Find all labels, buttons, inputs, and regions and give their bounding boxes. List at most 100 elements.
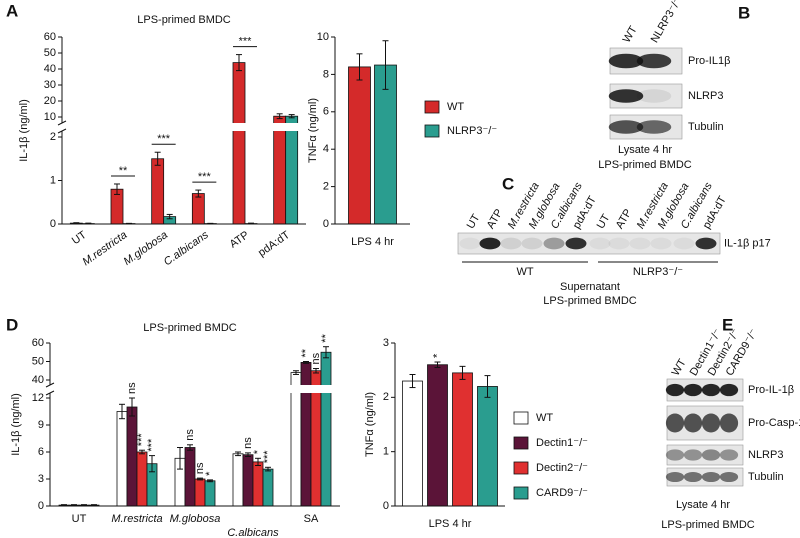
bar [184,447,196,507]
error-bar [276,113,283,120]
blot-band [665,471,685,483]
error-bar [356,53,363,81]
blot-band [521,237,543,250]
y-tick-label: 20 [44,95,56,107]
lane-label: WT [621,24,640,45]
bar [402,380,423,507]
error-bar [139,449,145,455]
group-label: NLRP3⁻/⁻ [633,266,683,278]
y-tick-label: 3 [383,337,389,349]
blot-band [683,449,703,461]
blot-band [479,237,501,250]
blot-band [719,471,739,483]
legend-swatch [424,100,440,114]
blot-band [608,89,644,103]
y-tick-label: 0 [38,500,44,512]
blot-band [608,237,630,250]
y-tick-label: 1 [383,446,389,458]
y-tick-label: 6 [323,106,329,118]
significance-label: *** [262,450,274,464]
significance-label: * [252,449,264,454]
legend-label: WT [447,101,464,113]
y-tick-label: 3 [38,473,44,485]
bar [232,453,244,507]
lane-label: ATP [485,207,506,231]
error-bar [293,370,299,375]
break-mark [45,382,55,388]
error-bar [195,189,202,198]
y-tick-label: 30 [44,79,56,91]
y-tick-label: 1 [50,174,56,186]
y-tick-label: 6 [38,446,44,458]
x-tick-label: LPS 4 hr [351,236,394,248]
blot-band [701,413,721,433]
x-tick-label: SA [304,513,319,525]
error-bar [166,213,173,220]
lane-label: UT [465,212,483,231]
error-bar [149,455,155,473]
bar [452,372,473,507]
significance-label: ns [126,382,138,394]
row-label: Pro-IL-1β [748,384,794,396]
bar [273,115,287,225]
bar [191,193,205,225]
error-bar [265,466,271,472]
row-label: NLRP3 [748,449,783,461]
error-bar [236,54,242,72]
error-bar [434,361,441,368]
error-bar [81,504,87,507]
blot-band [665,383,685,397]
bar [136,451,148,507]
significance-label: ns [184,429,196,441]
lane-label: WT [670,357,689,378]
blot-caption: Supernatant [560,281,620,293]
panel-letter: C [502,174,514,193]
y-tick-label: 50 [44,47,56,59]
error-bar [313,368,319,374]
lane-label: UT [595,212,613,231]
significance-label: * [204,471,216,476]
legend-label: Dectin2⁻/⁻ [536,462,588,474]
group-label: WT [516,266,533,278]
bar [285,115,299,225]
blot-caption: LPS-primed BMDC [543,295,637,307]
panel-letter: D [6,315,18,334]
bar [232,62,246,225]
error-bar [382,40,389,90]
lane-label: NLRP3⁻/⁻ [649,0,685,45]
bar [477,386,498,507]
blot-band [719,383,739,397]
blot-band [500,237,522,250]
bar [151,158,165,225]
x-tick-label: M.globosa [170,513,221,525]
y-tick-label: 0 [50,218,56,230]
error-bar [323,346,329,359]
significance-label: ** [300,348,312,357]
y-tick-label: 50 [32,355,44,367]
blot-band [683,413,703,433]
legend-swatch [513,411,529,425]
x-tick-label: LPS 4 hr [429,518,472,530]
significance-label: * [431,353,443,358]
significance-label: *** [157,133,171,145]
bar [126,406,138,507]
x-tick-label: pdA:dT [256,229,292,259]
blot-band [636,53,672,69]
significance-label: *** [136,433,148,447]
blot-band [589,237,611,250]
x-tick-label: ATP [228,229,252,251]
blot-band [701,383,721,397]
blot-band [683,471,703,483]
y-axis-label: TNFα (ng/ml) [364,392,376,457]
row-label: Pro-Casp-1 [748,417,800,429]
blot-caption: LPS-primed BMDC [598,159,692,171]
row-label: Tubulin [688,121,724,133]
blot-band [629,237,651,250]
error-bar [61,504,67,507]
bar [348,66,371,225]
legend-swatch [424,124,440,138]
y-tick-label: 2 [383,391,389,403]
bar [194,478,206,507]
bar [262,468,274,507]
